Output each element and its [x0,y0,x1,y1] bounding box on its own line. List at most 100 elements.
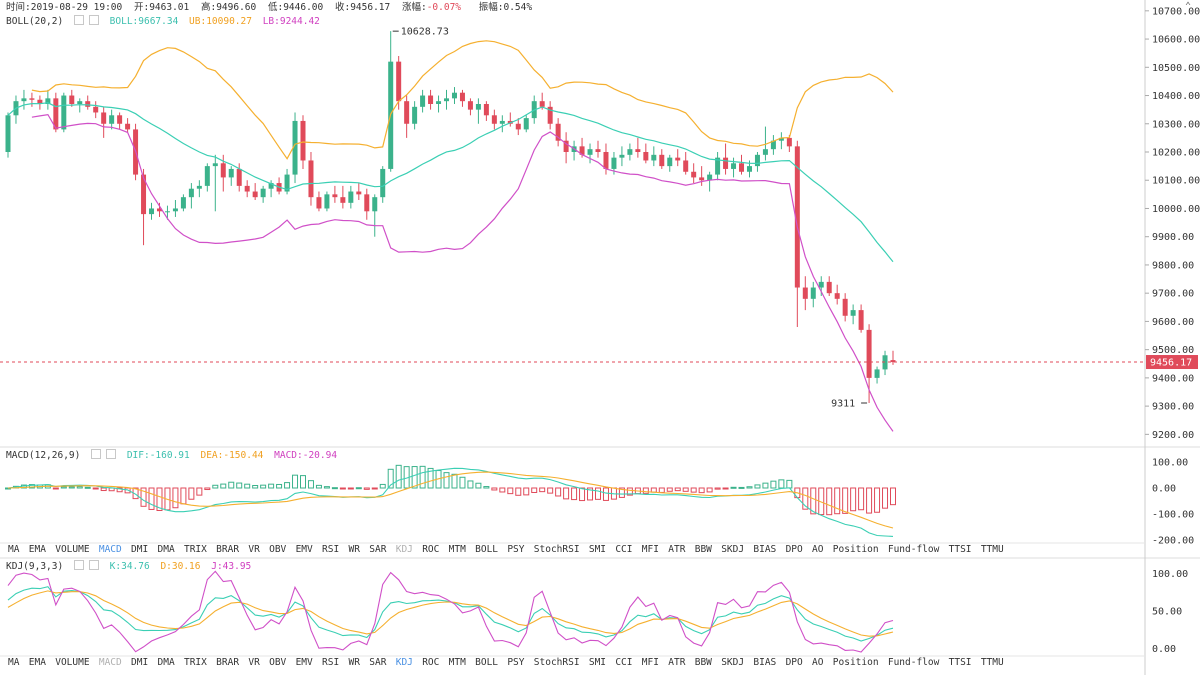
tab-wr[interactable]: WR [348,544,360,555]
close-icon[interactable] [88,560,99,570]
settings-icon[interactable] [91,449,102,459]
tab-vr[interactable]: VR [248,544,260,555]
tab-vr[interactable]: VR [248,657,260,668]
tab-position[interactable]: Position [832,544,879,555]
tab-mfi[interactable]: MFI [641,544,659,555]
tab-psy[interactable]: PSY [507,657,525,668]
tab-cci[interactable]: CCI [615,544,633,555]
macd-histogram-bar [834,487,841,515]
close-icon[interactable] [106,449,117,459]
tab-dpo[interactable]: DPO [785,544,803,555]
tab-mfi[interactable]: MFI [641,657,659,668]
tab-smi[interactable]: SMI [588,657,607,668]
macd-histogram-bar [595,487,601,500]
tab-volume[interactable]: VOLUME [55,657,90,668]
tab-mtm[interactable]: MTM [448,544,466,555]
tab-dmi[interactable]: DMI [131,544,149,555]
macd-histogram-bar [443,472,450,489]
candle-body [77,101,83,104]
tab-cci[interactable]: CCI [615,657,633,668]
tab-brar[interactable]: BRAR [216,544,240,555]
tab-dma[interactable]: DMA [157,544,175,555]
tab-bias[interactable]: BIAS [753,657,777,668]
tab-kdj[interactable]: KDJ [395,544,413,555]
settings-icon[interactable] [73,560,84,570]
tab-position[interactable]: Position [832,657,879,668]
tab-roc[interactable]: ROC [422,657,440,668]
tab-brar[interactable]: BRAR [216,657,240,668]
tab-bbw[interactable]: BBW [694,544,712,555]
candle-body [436,101,442,104]
tab-dpo[interactable]: DPO [785,657,803,668]
tab-ema[interactable]: EMA [28,657,46,668]
tab-obv[interactable]: OBV [269,657,287,668]
macd-histogram-bar [786,479,793,489]
tab-macd[interactable]: MACD [98,544,122,555]
candle-body [587,149,593,155]
macd-histogram-bar [180,487,187,505]
macd-histogram-bar [100,487,107,492]
tab-ema[interactable]: EMA [28,544,46,555]
tab-sar[interactable]: SAR [369,657,387,668]
close-label: 收:9456.17 [334,2,391,13]
tab-dmi[interactable]: DMI [131,657,149,668]
tab-ao[interactable]: AO [812,657,824,668]
tab-dma[interactable]: DMA [157,657,175,668]
macd-histogram-bar [882,487,889,509]
tab-rsi[interactable]: RSI [322,657,340,668]
tab-obv[interactable]: OBV [269,544,287,555]
candle-body [180,197,186,209]
tab-emv[interactable]: EMV [295,544,313,555]
tab-stochrsi[interactable]: StochRSI [533,657,580,668]
tab-rsi[interactable]: RSI [322,544,340,555]
tab-atr[interactable]: ATR [668,544,686,555]
macd-histogram-bar [682,487,689,492]
candle-body [451,92,457,99]
tab-roc[interactable]: ROC [422,544,440,555]
tab-fund-flow[interactable]: Fund-flow [887,657,940,668]
tab-bbw[interactable]: BBW [694,657,712,668]
tab-bias[interactable]: BIAS [753,544,777,555]
change-value: -0.07% [426,2,462,13]
macd-histogram-bar [666,487,673,492]
tab-ma[interactable]: MA [8,657,20,668]
tab-ao[interactable]: AO [812,544,824,555]
tab-ma[interactable]: MA [8,544,20,555]
tab-sar[interactable]: SAR [369,544,387,555]
tab-volume[interactable]: VOLUME [55,544,90,555]
tab-ttmu[interactable]: TTMU [980,544,1004,555]
candle-body [300,120,306,161]
tab-emv[interactable]: EMV [295,657,313,668]
tab-fund-flow[interactable]: Fund-flow [887,544,940,555]
macd-histogram-bar [419,465,426,489]
tab-ttsi[interactable]: TTSI [948,544,972,555]
tab-skdj[interactable]: SKDJ [721,657,745,668]
tab-atr[interactable]: ATR [668,657,686,668]
tab-ttmu[interactable]: TTMU [980,657,1004,668]
tab-psy[interactable]: PSY [507,544,525,555]
scroll-up-icon[interactable]: ⌃ [1185,1,1191,12]
tab-wr[interactable]: WR [348,657,360,668]
tab-boll[interactable]: BOLL [475,544,499,555]
tab-skdj[interactable]: SKDJ [721,544,745,555]
tab-trix[interactable]: TRIX [183,544,207,555]
candle-body [651,154,657,161]
close-icon[interactable] [88,15,99,25]
tab-kdj[interactable]: KDJ [395,657,413,668]
tab-boll[interactable]: BOLL [475,657,499,668]
kdj-name: KDJ(9,3,3) [6,561,64,572]
tab-smi[interactable]: SMI [588,544,607,555]
candle-body [635,149,641,152]
tab-mtm[interactable]: MTM [448,657,466,668]
tab-macd[interactable]: MACD [98,657,122,668]
tab-stochrsi[interactable]: StochRSI [533,544,580,555]
candle-body [667,157,673,167]
tab-trix[interactable]: TRIX [183,657,207,668]
tab-ttsi[interactable]: TTSI [948,657,972,668]
candle-body [723,157,729,169]
candle-body [444,98,450,102]
candle-body [69,95,75,104]
candle-body [683,160,689,172]
settings-icon[interactable] [73,15,84,25]
